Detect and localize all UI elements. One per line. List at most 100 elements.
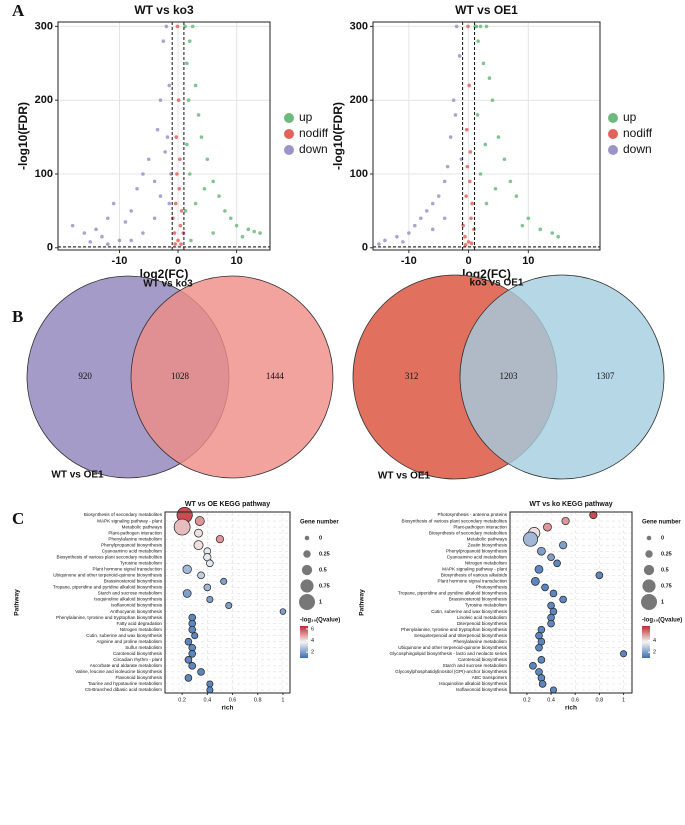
point (465, 164, 470, 169)
bubble (620, 650, 628, 658)
point (178, 223, 183, 228)
category-label: Nitrogen metabolism (120, 627, 162, 632)
category-label: Nitrogen metabolism (465, 561, 507, 566)
legend-marker (608, 145, 618, 155)
point (246, 227, 251, 232)
legend-marker (608, 129, 618, 139)
point (538, 227, 543, 232)
venn-count: 1444 (266, 371, 285, 381)
category-label: Biosynthesis of secondary metabolites (429, 530, 508, 535)
point (469, 241, 474, 246)
point (189, 238, 193, 243)
point (173, 242, 177, 246)
point (170, 216, 175, 221)
point (464, 127, 469, 132)
category-label: MAPK signaling pathway - plant (97, 518, 163, 523)
point (186, 98, 191, 103)
point (413, 223, 417, 228)
color-bar (300, 626, 308, 658)
point (493, 186, 498, 191)
category-label: Phenylalanine, tyrosine and tryptophan b… (56, 615, 163, 620)
x-tick-label: 0.4 (547, 697, 555, 703)
point (407, 231, 411, 235)
size-legend-label: 0.5 (319, 567, 327, 573)
category-label: Sesquiterpenoid and triterpenoid biosynt… (414, 633, 508, 638)
point (464, 194, 468, 198)
bubble (553, 559, 561, 568)
category-label: Isoflavonoid biosynthesis (111, 603, 163, 608)
point (185, 61, 189, 66)
point (252, 229, 256, 234)
bubble (188, 662, 197, 670)
bubble (537, 656, 546, 664)
point (174, 135, 179, 139)
bubble (543, 522, 552, 532)
point (483, 142, 488, 147)
x-tick-label: -10 (401, 255, 417, 267)
point (141, 231, 145, 235)
point (199, 135, 204, 139)
point (448, 135, 453, 139)
x-tick-label: 10 (522, 255, 534, 267)
legend-label: nodiff (623, 126, 653, 140)
category-label: Tyrosine metabolism (120, 561, 162, 566)
bubble (188, 625, 197, 634)
chart-title: WT vs ko3 (134, 3, 194, 17)
bubble (534, 564, 544, 574)
x-tick-label: 0 (175, 255, 181, 267)
bubble (173, 518, 191, 536)
point (177, 186, 182, 191)
x-tick-label: 0.4 (204, 697, 212, 703)
point (467, 83, 471, 88)
color-tick-label: 2 (653, 650, 656, 656)
bubble (206, 595, 214, 603)
bubble (549, 589, 558, 598)
panel-label: A (12, 1, 25, 20)
category-label: Tropane, piperidine and pyridine alkaloi… (398, 591, 508, 596)
bubble (182, 564, 192, 574)
category-label: Phenylpropanoid biosynthesis (101, 542, 163, 547)
category-label: C5-Branched dibasic acid metabolism (85, 687, 162, 692)
category-label: Phenylalanine metabolism (108, 536, 162, 541)
bubble (206, 559, 214, 568)
size-legend-label: 0.25 (661, 551, 672, 557)
legend-marker (284, 113, 294, 123)
venn-circle (130, 275, 334, 479)
point (129, 238, 134, 243)
category-label: Plant-pathogen interaction (108, 530, 162, 535)
bubble (203, 583, 212, 592)
point (223, 209, 227, 213)
point (461, 223, 466, 228)
x-tick-label: 1 (622, 697, 625, 703)
point (158, 98, 163, 103)
point (478, 172, 483, 176)
color-tick-label: 2 (311, 650, 314, 656)
bubble (538, 680, 547, 688)
x-axis-label: log2(FC) (140, 267, 189, 281)
point (183, 209, 188, 213)
size-legend-marker (646, 535, 652, 541)
point (424, 209, 429, 213)
point (172, 231, 177, 235)
y-axis-label: -log10(FDR) (331, 102, 345, 170)
point (395, 234, 399, 239)
category-label: Tyrosine metabolism (465, 603, 507, 608)
point (193, 201, 198, 206)
point (123, 220, 128, 224)
color-bar (642, 626, 650, 658)
panel-label: C (12, 509, 24, 528)
point (451, 98, 456, 103)
size-legend-label: 0.75 (661, 583, 672, 589)
point (514, 194, 519, 198)
bubble (191, 632, 199, 640)
set-label: WT vs OE1 (51, 470, 104, 481)
y-tick-label: 300 (35, 20, 53, 32)
size-legend-title: Gene number (642, 520, 681, 526)
point (526, 216, 531, 221)
category-label: Taurine and hypotaurine metabolism (88, 681, 162, 686)
point (445, 164, 450, 169)
size-legend-label: 0 (661, 535, 664, 541)
bubble (194, 528, 203, 538)
size-legend-label: 0.75 (319, 583, 330, 589)
category-label: Diterpenoid biosynthesis (457, 621, 508, 626)
